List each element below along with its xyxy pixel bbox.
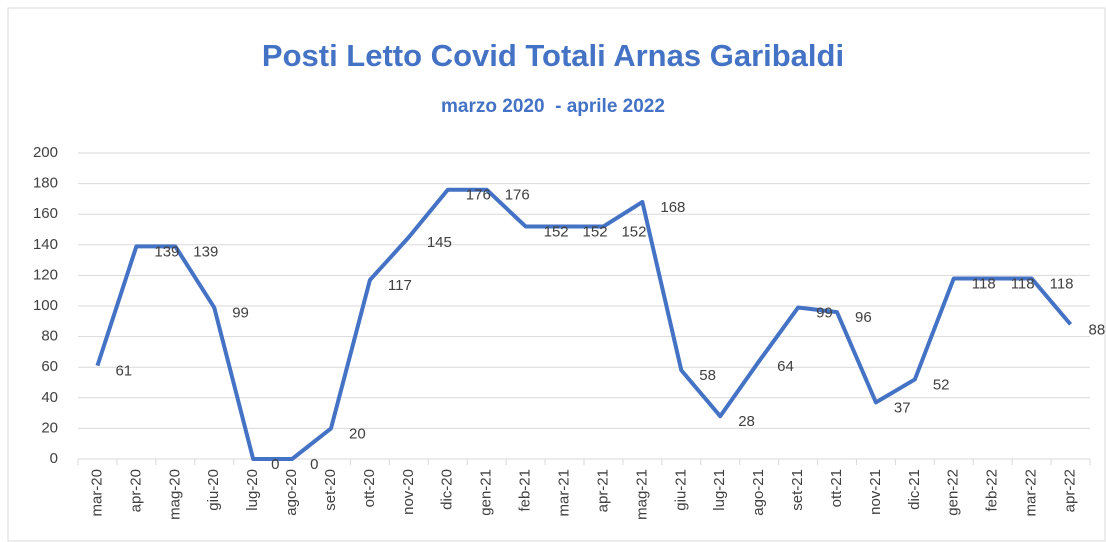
- data-label: 118: [972, 275, 996, 292]
- data-label: 152: [583, 223, 608, 240]
- data-label: 176: [505, 187, 530, 204]
- data-label: 118: [1050, 275, 1074, 292]
- data-label: 176: [466, 187, 491, 204]
- x-tick-label: mar-22: [1023, 469, 1040, 517]
- x-tick-label: mar-21: [556, 469, 573, 517]
- chart-title: Posti Letto Covid Totali Arnas Garibaldi: [262, 38, 844, 73]
- data-label: 152: [621, 223, 646, 240]
- x-tick-label: nov-21: [867, 469, 884, 515]
- data-label: 0: [310, 456, 318, 473]
- data-label: 58: [699, 367, 716, 384]
- data-label: 52: [933, 376, 950, 393]
- x-tick-label: feb-22: [984, 469, 1001, 512]
- data-label: 139: [154, 243, 179, 260]
- y-tick-label: 40: [41, 389, 58, 406]
- data-label: 0: [271, 456, 279, 473]
- data-label: 61: [115, 363, 132, 380]
- y-tick-label: 60: [41, 358, 58, 375]
- x-tick-label: dic-21: [906, 469, 923, 510]
- data-label: 99: [232, 304, 249, 321]
- y-tick-label: 100: [33, 297, 58, 314]
- y-tick-label: 200: [33, 144, 58, 161]
- data-label: 96: [855, 309, 872, 326]
- data-label: 99: [816, 304, 833, 321]
- x-tick-label: mag-21: [633, 469, 650, 520]
- data-label: 64: [777, 358, 794, 375]
- data-label: 145: [427, 234, 452, 251]
- y-tick-label: 160: [33, 205, 58, 222]
- data-label: 117: [388, 277, 412, 294]
- x-tick-label: ago-20: [283, 469, 300, 516]
- x-tick-label: gen-22: [945, 469, 962, 516]
- x-tick-label: ott-21: [828, 469, 845, 507]
- data-label: 118: [1011, 275, 1035, 292]
- y-tick-label: 140: [33, 236, 58, 253]
- x-tick-label: apr-21: [594, 469, 611, 512]
- x-tick-label: giu-20: [205, 469, 222, 511]
- y-tick-label: 80: [41, 328, 58, 345]
- x-tick-label: apr-20: [127, 469, 144, 512]
- x-tick-label: dic-20: [439, 469, 456, 510]
- data-label: 28: [738, 413, 755, 430]
- data-label: 20: [349, 425, 366, 442]
- y-tick-label: 0: [50, 450, 58, 467]
- x-tick-label: set-20: [322, 469, 339, 511]
- y-tick-label: 20: [41, 419, 58, 436]
- chart-frame: [7, 7, 1106, 542]
- y-tick-label: 180: [33, 175, 58, 192]
- data-label: 37: [894, 399, 911, 416]
- x-tick-label: giu-21: [672, 469, 689, 511]
- x-tick-label: ago-21: [750, 469, 767, 516]
- line-series: [95, 187, 1073, 461]
- y-tick-label: 120: [33, 266, 58, 283]
- chart-subtitle: marzo 2020 - aprile 2022: [441, 96, 665, 117]
- data-label: 139: [193, 243, 218, 260]
- x-tick-label: gen-21: [478, 469, 495, 516]
- x-tick-label: set-21: [789, 469, 806, 511]
- x-tick-label: lug-20: [244, 469, 261, 511]
- x-tick-label: lug-21: [711, 469, 728, 511]
- x-tick-label: feb-21: [517, 469, 534, 512]
- x-tick-label: nov-20: [400, 469, 417, 515]
- x-tick-label: mag-20: [166, 469, 183, 520]
- data-label: 88: [1089, 321, 1106, 338]
- data-label: 152: [544, 223, 569, 240]
- x-tick-label: apr-22: [1062, 469, 1079, 512]
- x-tick-label: ott-20: [361, 469, 378, 507]
- x-tick-label: mar-20: [88, 469, 105, 517]
- data-label: 168: [660, 199, 685, 216]
